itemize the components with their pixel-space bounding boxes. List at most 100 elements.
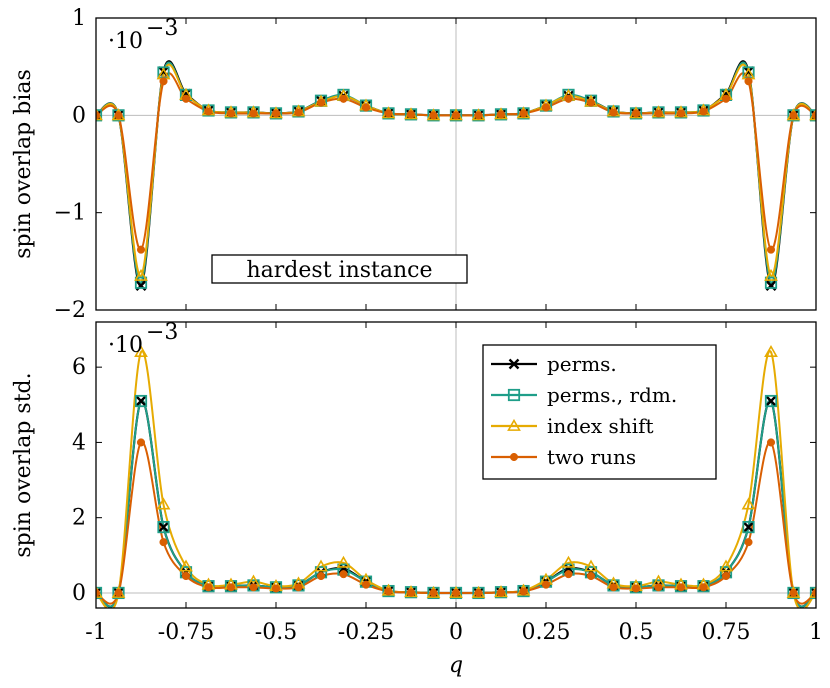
bottom-ytick-label: 4 bbox=[72, 430, 86, 455]
legend-swatch-marker bbox=[507, 388, 521, 402]
top-data-point bbox=[339, 94, 348, 103]
bottom-axes-frame bbox=[95, 321, 817, 609]
top-data-point bbox=[114, 111, 123, 120]
bottom-data-point bbox=[810, 587, 816, 599]
top-data-point bbox=[249, 109, 258, 118]
bottom-data-point bbox=[541, 580, 551, 589]
top-data-point bbox=[654, 109, 663, 118]
bottom-xtick-label: -0.5 bbox=[255, 620, 297, 645]
bottom-data-point bbox=[204, 583, 213, 592]
bottom-data-point bbox=[134, 394, 148, 408]
legend-swatch-marker bbox=[507, 418, 521, 431]
legend-item: two runs bbox=[491, 445, 636, 469]
legend-swatch-marker bbox=[508, 358, 520, 370]
legend-label: index shift bbox=[547, 414, 654, 438]
bottom-data-point bbox=[202, 580, 215, 593]
bottom-data-point bbox=[451, 588, 461, 597]
top-data-point bbox=[429, 111, 438, 120]
legend-item: perms., rdm. bbox=[491, 383, 677, 407]
bottom-data-point bbox=[96, 588, 101, 597]
bottom-xtick-label: 0 bbox=[449, 620, 463, 645]
bottom-data-point bbox=[158, 521, 169, 533]
bottom-data-point bbox=[764, 344, 778, 358]
bottom-data-point bbox=[765, 395, 777, 407]
bottom-data-point bbox=[519, 587, 528, 596]
bottom-data-point bbox=[384, 587, 393, 596]
top-data-point bbox=[496, 110, 506, 119]
annotation-text: hardest instance bbox=[247, 258, 433, 283]
top-data-point bbox=[134, 276, 148, 289]
top-data-point bbox=[541, 103, 551, 112]
bottom-ytick-label: 2 bbox=[72, 506, 86, 531]
legend-label: two runs bbox=[547, 445, 636, 469]
legend-item: index shift bbox=[491, 414, 654, 438]
top-y-axis-title: spin overlap bias bbox=[11, 69, 36, 259]
bottom-data-point bbox=[742, 520, 755, 534]
top-data-point bbox=[586, 98, 596, 107]
bottom-data-point bbox=[314, 559, 328, 572]
top-data-point bbox=[474, 111, 483, 120]
bottom-xtick-label: -0.25 bbox=[338, 620, 394, 645]
bottom-data-point bbox=[744, 538, 753, 547]
legend-label: perms. bbox=[547, 352, 617, 376]
top-data-point bbox=[316, 98, 326, 107]
bottom-data-point bbox=[764, 394, 778, 408]
top-data-point bbox=[134, 268, 148, 281]
top-axes-frame bbox=[95, 17, 817, 311]
top-data-point bbox=[811, 111, 816, 120]
bottom-data-point bbox=[159, 538, 168, 547]
bottom-data-point bbox=[561, 555, 576, 568]
bottom-data-point bbox=[339, 570, 348, 579]
legend-swatch-marker bbox=[509, 452, 519, 462]
bottom-data-point bbox=[316, 571, 326, 581]
top-data-point bbox=[294, 108, 303, 117]
top-data-point bbox=[766, 245, 776, 254]
top-exponent-label: ·10 bbox=[108, 29, 143, 54]
bottom-data-point bbox=[676, 583, 686, 592]
top-data-point bbox=[764, 276, 778, 289]
bottom-xtick-label: 0.25 bbox=[522, 620, 571, 645]
bottom-data-point bbox=[135, 395, 147, 407]
legend: perms. perms., rdm. index shift two runs bbox=[482, 344, 717, 480]
top-ytick-label: 1 bbox=[72, 6, 86, 31]
bottom-data-point bbox=[674, 580, 688, 593]
bottom-data-point bbox=[789, 588, 798, 597]
top-data-point bbox=[406, 110, 416, 119]
bottom-data-point bbox=[741, 497, 756, 510]
bottom-data-point bbox=[156, 497, 171, 510]
bottom-series-group bbox=[96, 344, 816, 608]
top-data-point bbox=[96, 109, 102, 121]
bottom-data-point bbox=[609, 583, 618, 592]
bottom-data-point bbox=[249, 583, 258, 592]
bottom-data-point bbox=[766, 438, 776, 447]
top-series-group bbox=[96, 60, 816, 292]
bottom-y-axis-title: spin overlap std. bbox=[11, 372, 36, 557]
bottom-ytick-label: 6 bbox=[72, 355, 86, 380]
top-data-point bbox=[519, 109, 528, 118]
top-ytick-label: −1 bbox=[54, 201, 86, 226]
bottom-exponent-power: −3 bbox=[146, 320, 178, 345]
bottom-data-point bbox=[224, 580, 238, 593]
bottom-exponent-label: ·10 bbox=[108, 333, 143, 358]
legend-label: perms., rdm. bbox=[547, 383, 677, 407]
top-data-point bbox=[226, 109, 236, 118]
top-data-point bbox=[204, 107, 213, 116]
top-data-point bbox=[744, 77, 753, 86]
bottom-xtick-label: -0.75 bbox=[158, 620, 214, 645]
bottom-xtick-label: 0.75 bbox=[702, 620, 751, 645]
top-data-point bbox=[384, 109, 393, 118]
top-data-point bbox=[631, 109, 641, 118]
top-ytick-label: −2 bbox=[54, 298, 86, 323]
x-axis-title: q bbox=[449, 653, 463, 678]
bottom-data-point bbox=[719, 559, 733, 572]
bottom-data-point bbox=[294, 583, 303, 592]
bottom-data-point bbox=[336, 555, 351, 568]
bottom-data-point bbox=[721, 571, 731, 581]
top-data-point bbox=[721, 94, 731, 103]
bottom-data-point bbox=[743, 521, 754, 533]
top-data-point bbox=[136, 245, 146, 254]
bottom-data-point bbox=[136, 438, 146, 447]
bottom-ytick-label: 0 bbox=[72, 581, 86, 606]
top-data-point bbox=[789, 111, 798, 120]
